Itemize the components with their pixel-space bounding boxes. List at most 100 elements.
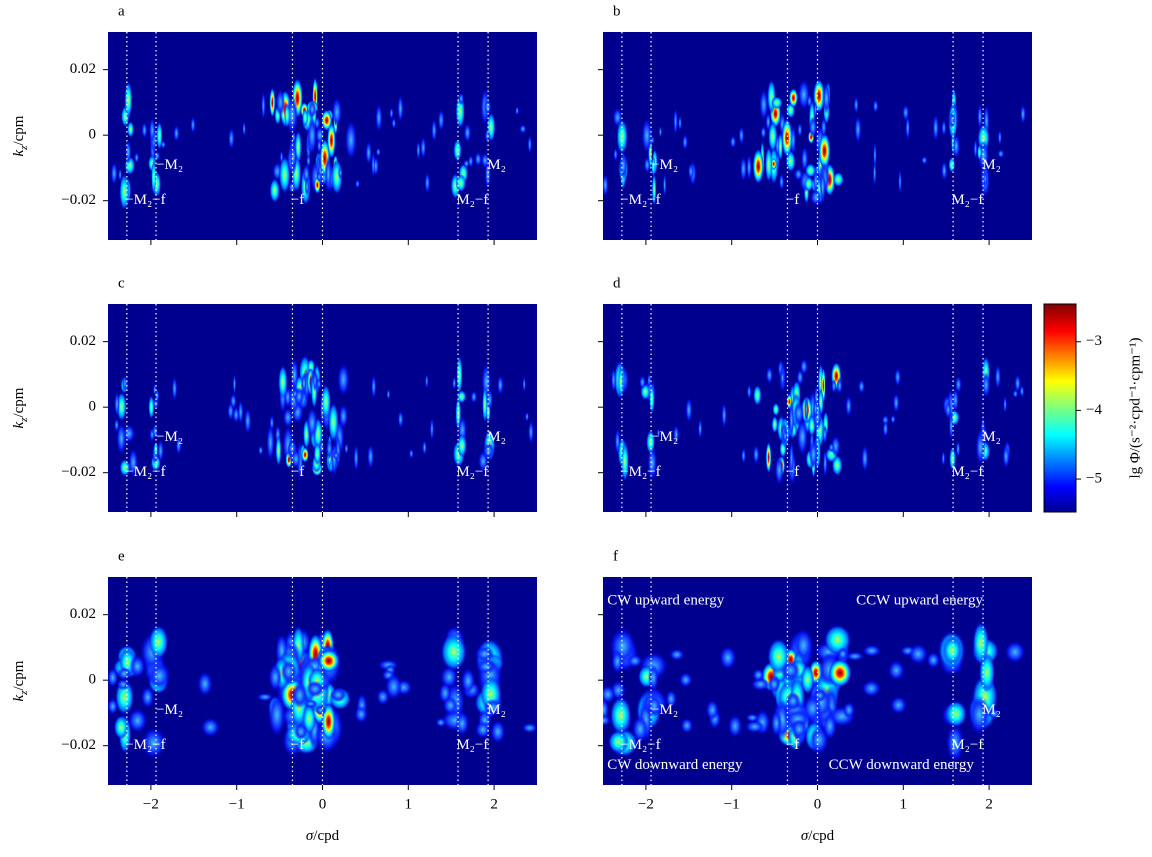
spectrum-patch [687, 163, 695, 180]
spectrum-patch [805, 163, 816, 178]
spectrum-patch [738, 126, 745, 145]
colorbar [1043, 303, 1077, 513]
spectrum-patch [291, 682, 308, 709]
annotation: M₂ [487, 702, 506, 718]
annotation: −M₂ [651, 429, 678, 445]
spectrum-patch [983, 170, 988, 188]
spectrum-patch [308, 99, 317, 119]
x-axis-label: σ/cpd [306, 828, 340, 844]
spectrum-patch [242, 121, 246, 137]
spectrum-patch [656, 428, 661, 438]
spectrum-patch [108, 668, 119, 688]
spectrum-patch [337, 363, 350, 396]
annotation: −f [291, 464, 304, 480]
spectrum-patch [828, 659, 852, 687]
spectrum-patch [890, 415, 896, 424]
spectrum-patch [344, 443, 349, 455]
annotation: −M₂ [156, 429, 183, 445]
annotation: M₂ [982, 702, 1001, 718]
spectrum-patch [765, 112, 771, 132]
spectrum-patch [921, 156, 928, 165]
y-axis-subscript: z [18, 145, 30, 151]
spectrum-patch [455, 711, 469, 736]
spectrum-patch [698, 418, 703, 439]
spectrum-patch [941, 450, 946, 467]
spectrum-patch [678, 115, 682, 131]
spectrum-patch [941, 119, 947, 136]
spectrum-patch [788, 88, 798, 108]
spectrum-patch [673, 424, 680, 445]
spectrum-patch [306, 154, 311, 167]
plot-area [603, 32, 1032, 240]
spectrum-patch [317, 138, 322, 153]
spectrum-patch [662, 173, 667, 197]
spectrum-patch [753, 445, 760, 465]
colorbar-tick-label: −4 [1086, 402, 1102, 418]
spectrum-patch [457, 433, 467, 458]
annotation: M₂ [982, 429, 1001, 445]
annotation: −M₂−f [620, 192, 660, 208]
spectrum-patch [613, 147, 618, 161]
spectrum-patch [269, 87, 276, 118]
spectrum-patch [926, 652, 941, 669]
spectrum-patch [125, 139, 132, 165]
spectrum-patch [949, 446, 956, 471]
spectrum-patch [228, 127, 235, 150]
spectrum-patch [972, 621, 989, 666]
spectrum-patch [375, 103, 383, 132]
x-tick-label: 0 [814, 796, 822, 812]
spectrum-patch [304, 177, 310, 197]
spectrum-patch [442, 696, 459, 715]
spectrum-patch [114, 418, 120, 432]
spectrum-patch [116, 422, 127, 455]
spectrum-patch [483, 98, 492, 116]
x-tick-label: −2 [143, 796, 159, 812]
spectrum-patch [824, 624, 852, 656]
spectrum-patch [148, 662, 171, 690]
spectrum-patch [118, 168, 122, 182]
x-axis-unit: /cpd [808, 828, 834, 844]
spectrum-patch [141, 727, 166, 758]
spectrum-patch [905, 115, 910, 140]
spectrum-patch [873, 99, 879, 113]
spectrum-patch [367, 444, 374, 469]
spectrum-patch [813, 101, 818, 118]
spectrum-patch [751, 678, 770, 691]
spectrum-patch [745, 713, 759, 722]
y-axis-label: kz/cpm [11, 660, 29, 701]
spectrum-patch [190, 116, 196, 134]
spectrum-patch [798, 79, 810, 111]
spectrum-patch [1003, 395, 1007, 414]
spectrum-patch [258, 445, 264, 456]
spectrum-patch [836, 377, 843, 394]
spectrum-patch [227, 402, 234, 421]
spectrum-patch [279, 150, 284, 164]
spectrum-patch [129, 655, 146, 678]
spectrum-patch [603, 685, 616, 704]
spectrum-patch [669, 648, 685, 661]
spectrum-patch [942, 636, 962, 665]
spectrum-patch [647, 373, 652, 388]
x-tick-label: −1 [724, 796, 740, 812]
spectrum-patch [124, 81, 133, 119]
spectrum-patch [154, 388, 160, 404]
spectrum-patch [486, 388, 493, 411]
spectrum-patch [475, 721, 491, 739]
spectrum-patch [127, 121, 134, 138]
spectrum-patch [440, 632, 467, 672]
spectrum-patch [149, 117, 156, 144]
spectrum-patch [438, 109, 445, 132]
spectrum-patch [291, 389, 299, 399]
spectrum-patch [290, 449, 302, 469]
spectrum-patch [759, 89, 769, 121]
spectrum-patch [497, 375, 504, 395]
spectrum-patch [945, 700, 967, 728]
x-tick-label: 2 [985, 796, 993, 812]
spectrum-patch [977, 103, 983, 130]
panel-label: c [118, 275, 125, 291]
annotation: M₂ [982, 157, 1001, 173]
spectrum-patch [766, 366, 773, 384]
spectrum-patch [801, 146, 809, 172]
spectrum-patch [481, 152, 489, 168]
